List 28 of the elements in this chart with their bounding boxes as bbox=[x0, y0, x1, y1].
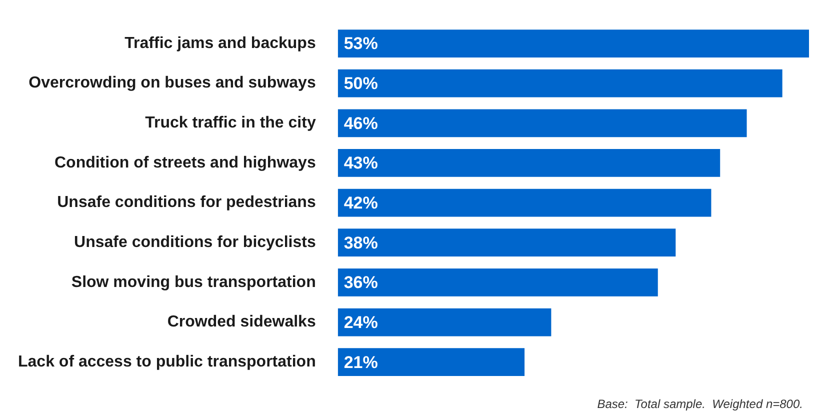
bar bbox=[338, 228, 676, 257]
bar bbox=[338, 188, 712, 217]
bar bbox=[338, 268, 658, 296]
data-label: 42% bbox=[344, 193, 378, 212]
y-tick-label: Crowded sidewalks bbox=[167, 314, 316, 331]
y-tick-label: Unsafe conditions for pedestrians bbox=[57, 194, 316, 212]
bar bbox=[338, 109, 747, 138]
text: Base: Total sample. Weighted n=800. bbox=[597, 397, 803, 411]
y-tick-label: Traffic jams and backups bbox=[124, 34, 316, 52]
y-tick-label: Unsafe conditions for bicyclists bbox=[74, 234, 316, 252]
data-label: 53% bbox=[344, 34, 378, 54]
data-label: 24% bbox=[344, 312, 378, 332]
bar bbox=[338, 308, 552, 336]
data-label: 46% bbox=[344, 114, 378, 133]
data-label: 43% bbox=[344, 154, 378, 173]
data-label: 21% bbox=[344, 352, 378, 372]
bar bbox=[338, 348, 525, 376]
bar bbox=[338, 69, 782, 98]
data-label: 38% bbox=[344, 233, 378, 252]
y-tick-label: Truck traffic in the city bbox=[145, 114, 316, 132]
y-tick-label: Lack of access to public transportation bbox=[18, 353, 316, 370]
bar bbox=[338, 30, 809, 58]
y-tick-label: Slow moving bus transportation bbox=[71, 274, 316, 291]
y-tick-label: Overcrowding on buses and subways bbox=[28, 74, 316, 92]
data-label: 36% bbox=[344, 273, 378, 292]
data-label: 50% bbox=[344, 74, 378, 94]
bar bbox=[338, 149, 720, 177]
y-tick-label: Condition of streets and highways bbox=[54, 154, 316, 172]
